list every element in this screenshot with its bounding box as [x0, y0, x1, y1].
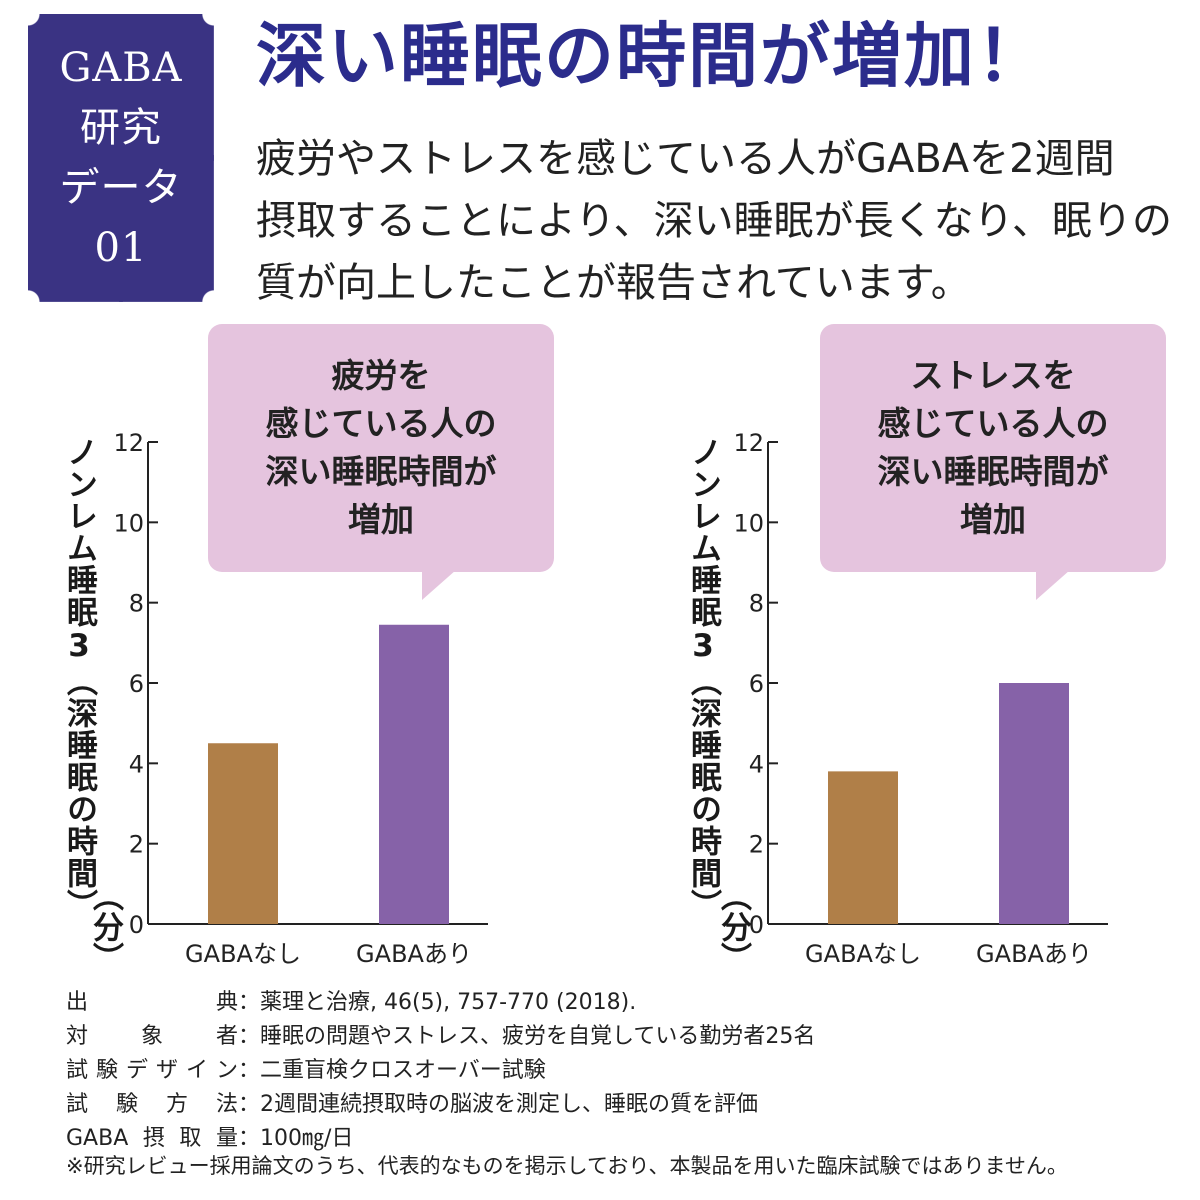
callout-line-3: 深い睡眠時間が	[265, 452, 497, 491]
study-row-dose: GABA摂取量 ：100㎎/日	[66, 1122, 815, 1156]
y-tick-label: 0	[129, 911, 144, 939]
x-category-label: GABAなし	[805, 940, 921, 968]
study-label: 試験方法	[66, 1092, 238, 1117]
study-row-design: 試験デザイン ：二重盲検クロスオーバー試験	[66, 1054, 815, 1088]
study-value: ：睡眠の問題やストレス、疲労を自覚している勤労者25名	[238, 1024, 816, 1049]
y-tick-label: 6	[129, 670, 144, 698]
y-tick-label: 10	[113, 509, 144, 537]
y-tick-label: 4	[749, 750, 764, 778]
callout-line-1: ストレスを	[910, 356, 1076, 395]
callout-line-3: 深い睡眠時間が	[877, 452, 1109, 491]
callout-line-4: 増加	[960, 500, 1026, 539]
callout-line-2: 感じている人の	[877, 404, 1109, 443]
bar-chart: 0 2 4 6 8 10 12 GABAなし GABAあり	[113, 429, 488, 968]
chart-panel-stress: ストレスを 感じている人の 深い睡眠時間が 増加 ノンレム睡眠3（深睡眠の時間）…	[620, 320, 1200, 980]
y-tick-label: 4	[129, 750, 144, 778]
callout-line-2: 感じている人の	[265, 404, 497, 443]
y-tick-label: 2	[129, 831, 144, 859]
study-details: 出典 ：薬理と治療, 46(5), 757-770 (2018). 対象者 ：睡眠の…	[66, 986, 815, 1156]
study-row-method: 試験方法 ：2週間連続摂取時の脳波を測定し、睡眠の質を評価	[66, 1088, 815, 1122]
study-value: ：薬理と治療, 46(5), 757-770 (2018).	[238, 990, 637, 1015]
y-tick-label: 10	[733, 509, 764, 537]
y-axis-unit: （分）	[87, 880, 123, 973]
bar	[208, 743, 278, 924]
x-category-label: GABAあり	[976, 940, 1092, 968]
y-tick-label: 8	[129, 590, 144, 618]
study-row-subjects: 対象者 ：睡眠の問題やストレス、疲労を自覚している勤労者25名	[66, 1020, 815, 1054]
x-category-label: GABAあり	[356, 940, 472, 968]
page-title: 深い睡眠の時間が増加！	[256, 14, 1048, 97]
badge-line-4: 01	[94, 225, 148, 271]
bar	[379, 624, 449, 924]
bar-chart: 0 2 4 6 8 10 12 GABAなし GABAあり	[733, 429, 1108, 968]
callout-tail	[1036, 570, 1070, 600]
lead-line-1: 疲労やストレスを感じている人がGABAを2週間	[256, 136, 1115, 182]
disclaimer-footnote: ※研究レビュー採用論文のうち、代表的なものを掲示しており、本製品を用いた臨床試験…	[66, 1154, 1068, 1178]
study-label: 出典	[66, 990, 238, 1015]
callout-line-4: 増加	[348, 500, 414, 539]
lead-line-3: 質が向上したことが報告されています。	[256, 260, 971, 306]
y-tick-label: 6	[749, 670, 764, 698]
badge-line-2: 研究	[80, 105, 162, 151]
y-axis-label: ノンレム睡眠3（深睡眠の時間）	[685, 436, 721, 921]
study-label: 試験デザイン	[66, 1058, 238, 1083]
bar	[999, 683, 1069, 924]
badge-line-3: データ	[59, 165, 183, 211]
study-label: GABA摂取量	[66, 1126, 238, 1151]
callout-line-1: 疲労を	[331, 356, 431, 395]
y-tick-label: 12	[113, 429, 144, 457]
y-tick-label: 12	[733, 429, 764, 457]
data-badge: GABA 研究 データ 01	[28, 14, 214, 302]
study-value: ：100㎎/日	[238, 1126, 354, 1151]
study-value: ：2週間連続摂取時の脳波を測定し、睡眠の質を評価	[238, 1092, 758, 1117]
callout-bubble: ストレスを 感じている人の 深い睡眠時間が 増加	[820, 324, 1166, 572]
y-tick-label: 2	[749, 831, 764, 859]
callout-tail	[422, 570, 456, 600]
y-axis-label: ノンレム睡眠3（深睡眠の時間）	[61, 436, 97, 921]
badge-line-1: GABA	[59, 45, 183, 91]
y-tick-label: 0	[749, 911, 764, 939]
callout-bubble: 疲労を 感じている人の 深い睡眠時間が 増加	[208, 324, 554, 572]
bar	[828, 771, 898, 924]
chart-panel-fatigue: 疲労を 感じている人の 深い睡眠時間が 増加 ノンレム睡眠3（深睡眠の時間） （…	[0, 320, 600, 980]
lead-text: 疲労やストレスを感じている人がGABAを2週間 摂取することにより、深い睡眠が長…	[256, 128, 1196, 314]
study-row-source: 出典 ：薬理と治療, 46(5), 757-770 (2018).	[66, 986, 815, 1020]
y-axis-unit: （分）	[715, 880, 751, 973]
study-label: 対象者	[66, 1024, 238, 1049]
x-category-label: GABAなし	[185, 940, 301, 968]
study-value: ：二重盲検クロスオーバー試験	[238, 1058, 546, 1083]
y-tick-label: 8	[749, 590, 764, 618]
lead-line-2: 摂取することにより、深い睡眠が長くなり、眠りの	[256, 198, 1172, 244]
